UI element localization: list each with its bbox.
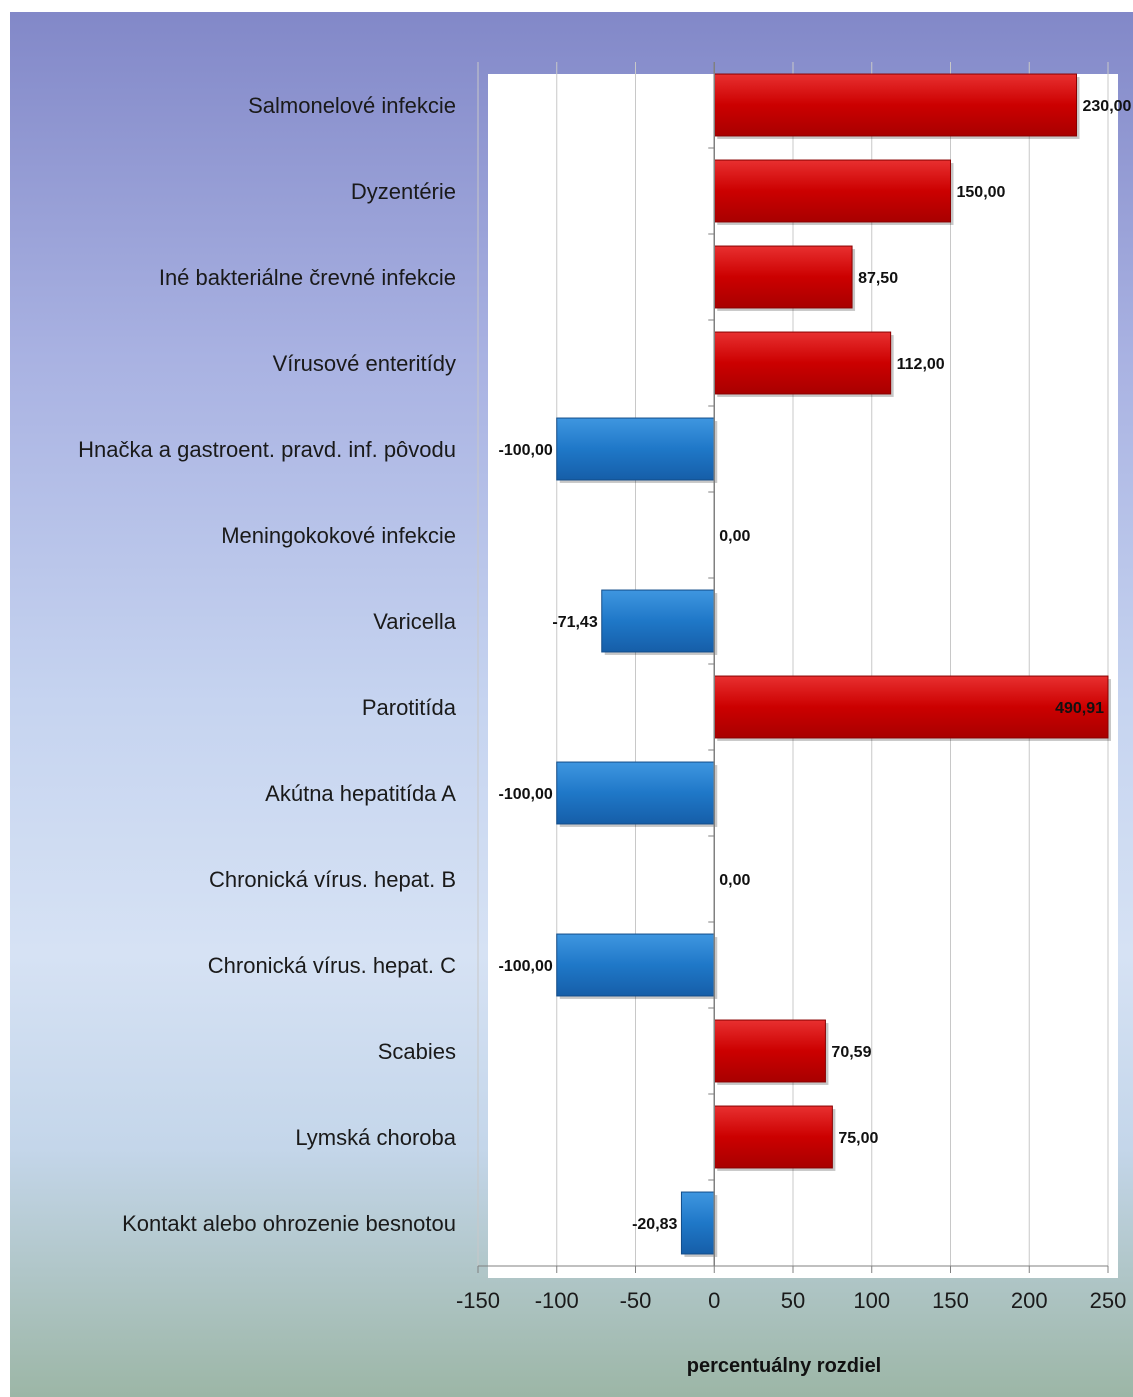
category-label: Meningokokové infekcie (221, 523, 456, 548)
category-label: Akútna hepatitída A (265, 781, 456, 806)
data-label: -71,43 (552, 614, 597, 631)
gridlines (477, 62, 1109, 1266)
data-label: 75,00 (838, 1130, 878, 1147)
bar-chart: -150 -100 -50 0 50 100 150 200 250 Salmonelové in… (78, 62, 1132, 1377)
bar (713, 73, 1077, 137)
category-label: Salmonelové infekcie (248, 93, 456, 118)
data-label: -100,00 (498, 442, 552, 459)
x-tick-label: -50 (620, 1288, 652, 1313)
labels: -150 -100 -50 0 50 100 150 200 250 Salmonelové in… (78, 93, 1131, 1313)
bar (601, 589, 715, 653)
data-label: 70,59 (831, 1044, 871, 1061)
bar (713, 245, 853, 309)
data-label: -100,00 (498, 786, 552, 803)
data-label: 87,50 (858, 270, 898, 287)
data-label: 490,91 (1055, 700, 1104, 717)
data-label: 230,00 (1083, 98, 1132, 115)
bar (713, 1105, 833, 1169)
category-label: Dyzentérie (351, 179, 456, 204)
category-label: Chronická vírus. hepat. C (208, 953, 456, 978)
bar (713, 331, 892, 395)
bar (556, 933, 715, 997)
x-tick-label: 250 (1090, 1288, 1127, 1313)
category-label: Hnačka a gastroent. pravd. inf. pôvodu (78, 437, 456, 462)
bars (556, 73, 1111, 1257)
category-label: Parotitída (362, 695, 457, 720)
category-label: Vírusové enteritídy (273, 351, 456, 376)
x-tick-label: -100 (535, 1288, 579, 1313)
category-label: Kontakt alebo ohrozenie besnotou (122, 1211, 456, 1236)
data-label: 150,00 (957, 184, 1006, 201)
bar (713, 1019, 826, 1083)
category-label: Varicella (373, 609, 457, 634)
x-tick-label: 100 (853, 1288, 890, 1313)
x-tick-label: 50 (781, 1288, 805, 1313)
bar (713, 159, 951, 223)
x-tick-label: -150 (456, 1288, 500, 1313)
data-label: 112,00 (897, 356, 945, 373)
data-label: -100,00 (498, 958, 552, 975)
bar (713, 675, 1109, 739)
data-label: 0,00 (719, 528, 750, 545)
x-axis-title: percentuálny rozdiel (687, 1355, 882, 1377)
bar (680, 1191, 715, 1255)
data-label: -20,83 (632, 1216, 677, 1233)
bar (556, 761, 715, 825)
category-label: Iné bakteriálne črevné infekcie (159, 265, 456, 290)
data-label: 0,00 (719, 872, 750, 889)
x-tick-label: 0 (708, 1288, 720, 1313)
axes (477, 62, 1109, 1273)
x-tick-label: 150 (932, 1288, 969, 1313)
x-tick-label: 200 (1011, 1288, 1048, 1313)
category-label: Chronická vírus. hepat. B (209, 867, 456, 892)
category-label: Lymská choroba (295, 1125, 456, 1150)
category-label: Scabies (378, 1039, 456, 1064)
bar (556, 417, 715, 481)
chart-frame: -150 -100 -50 0 50 100 150 200 250 Salmonelové in… (10, 12, 1133, 1397)
